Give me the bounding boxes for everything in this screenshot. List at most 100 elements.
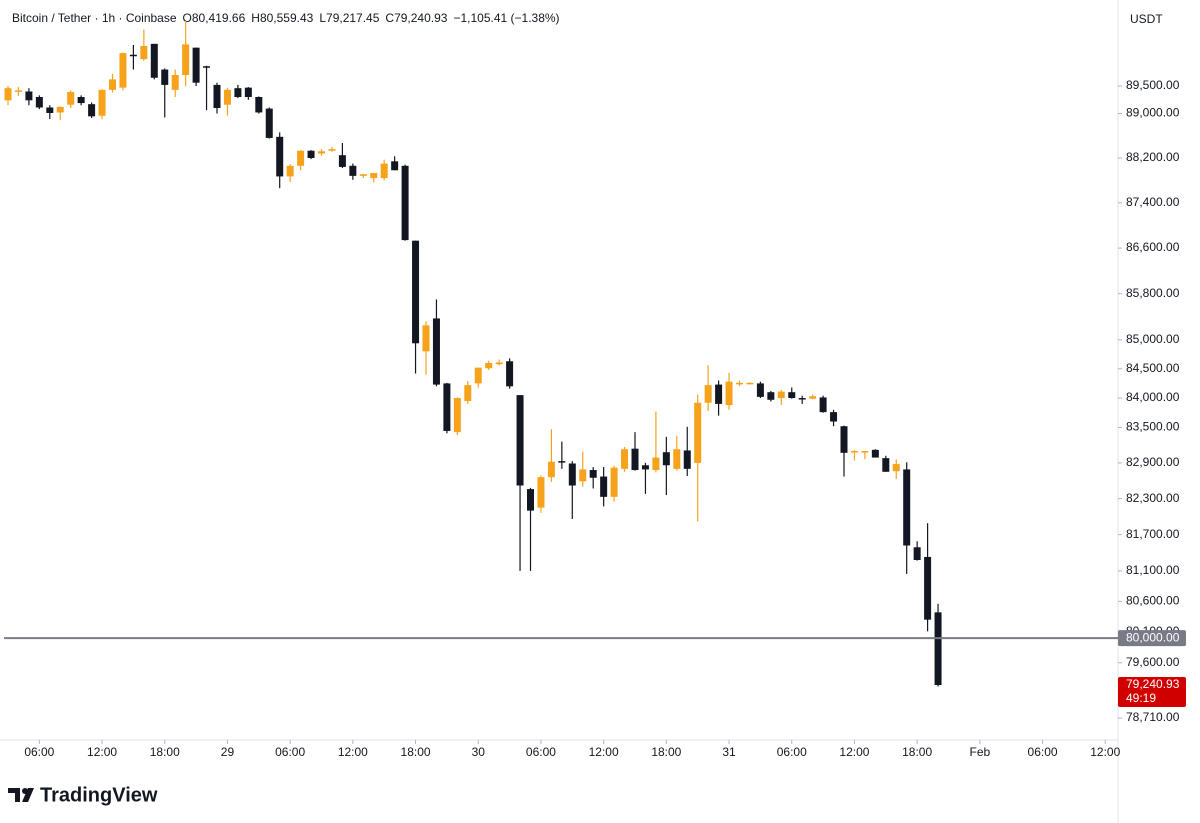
candle-body	[568, 463, 576, 486]
candle-body	[631, 448, 639, 471]
y-tick-label: 81,700.00	[1126, 527, 1180, 541]
y-tick-label: 85,000.00	[1126, 332, 1180, 346]
y-tick-label: 79,600.00	[1126, 655, 1180, 669]
candle-body	[328, 149, 336, 151]
candle-body	[527, 489, 534, 511]
candle-body	[850, 451, 858, 453]
x-tick-label: 06:00	[275, 745, 305, 759]
candle-body	[809, 396, 817, 399]
candle-body	[913, 547, 921, 560]
x-tick-label: 31	[722, 745, 736, 759]
candle-body	[516, 395, 524, 486]
candle-body	[715, 384, 723, 404]
y-tick-label: 84,000.00	[1126, 390, 1180, 404]
candle-body	[892, 464, 900, 472]
ohlc-key: L	[319, 11, 326, 25]
candle-body	[819, 397, 827, 413]
y-tick-label: 85,800.00	[1126, 286, 1180, 300]
candle-body	[98, 89, 106, 116]
candle-body	[871, 449, 879, 458]
y-tick-label: 83,500.00	[1126, 420, 1180, 434]
candle-body	[35, 96, 43, 108]
candle-body	[704, 385, 712, 403]
candle-body	[589, 470, 597, 478]
candle-body	[150, 43, 158, 78]
x-tick-label: 30	[472, 745, 486, 759]
candle-body	[610, 467, 618, 497]
candle-body	[443, 383, 451, 431]
candle-body	[840, 426, 848, 453]
countdown: 49:19	[1126, 691, 1156, 705]
ohlc-value: 80,419.66	[192, 11, 246, 25]
logo-icon	[22, 788, 28, 794]
ohlc-value: 80,559.43	[260, 11, 314, 25]
x-tick-label: 06:00	[24, 745, 54, 759]
y-tick-label: 81,100.00	[1126, 563, 1180, 577]
x-tick-label: 06:00	[1028, 745, 1058, 759]
candle-body	[338, 155, 346, 167]
x-tick-label: 12:00	[589, 745, 619, 759]
currency: USDT	[1130, 12, 1163, 26]
candle-body	[798, 398, 806, 400]
candle-body	[56, 106, 64, 113]
header: Bitcoin / Tether · 1h · Coinbase O80,419.…	[12, 11, 560, 25]
candle-body	[506, 361, 514, 387]
x-tick-label: 18:00	[902, 745, 932, 759]
candle-body	[203, 66, 211, 68]
candle-body	[223, 89, 231, 105]
last-price-label: 79,240.93	[1126, 677, 1180, 691]
candle-body	[88, 104, 96, 117]
y-tick-label: 86,600.00	[1126, 240, 1180, 254]
ohlc-key: O	[183, 11, 192, 25]
candle-body	[401, 165, 409, 241]
y-tick-label: 82,300.00	[1126, 491, 1180, 505]
candle-body	[432, 318, 440, 385]
x-tick-label: 06:00	[526, 745, 556, 759]
candle-body	[725, 381, 733, 406]
price-line-label: 80,000.00	[1126, 630, 1180, 644]
x-tick-label: 12:00	[839, 745, 869, 759]
ohlc-value: 79,217.45	[326, 11, 380, 25]
candle-body	[25, 91, 33, 101]
candle-body	[77, 96, 85, 104]
candle-body	[119, 53, 127, 88]
candle-body	[537, 477, 545, 508]
logo: TradingView	[8, 784, 158, 806]
candle-body	[109, 79, 116, 90]
candle-body	[924, 556, 932, 620]
candle-body	[182, 44, 190, 76]
ohlc-key: H	[251, 11, 260, 25]
candle-body	[129, 54, 137, 57]
candle-body	[641, 465, 649, 470]
candle-body	[861, 451, 869, 453]
brand: TradingView	[40, 784, 158, 806]
candle-body	[694, 402, 702, 463]
candle-body	[171, 75, 179, 90]
candle-body	[318, 151, 325, 154]
candle-body	[683, 450, 691, 469]
candle-body	[380, 163, 388, 179]
candle-body	[213, 84, 221, 109]
candle-body	[788, 392, 796, 399]
x-tick-label: Feb	[970, 745, 991, 759]
candle-body	[161, 69, 169, 85]
x-tick-label: 29	[221, 745, 235, 759]
candle-body	[349, 165, 357, 176]
candle-body	[255, 96, 263, 113]
candle-body	[746, 382, 754, 385]
candle-body	[621, 449, 629, 469]
candle-body	[192, 47, 200, 83]
candle-body	[4, 88, 12, 101]
change: −1,105.41 (−1.38%)	[453, 11, 559, 25]
candle-body	[673, 449, 681, 469]
candle-body	[934, 612, 942, 685]
candle-body	[46, 107, 54, 114]
candle-body	[391, 161, 399, 171]
candle-body	[422, 325, 430, 352]
candle-body	[286, 165, 294, 177]
x-tick-label: 12:00	[87, 745, 117, 759]
logo-icon	[8, 788, 34, 802]
candle-body	[265, 108, 273, 138]
y-tick-label: 89,000.00	[1126, 106, 1180, 120]
